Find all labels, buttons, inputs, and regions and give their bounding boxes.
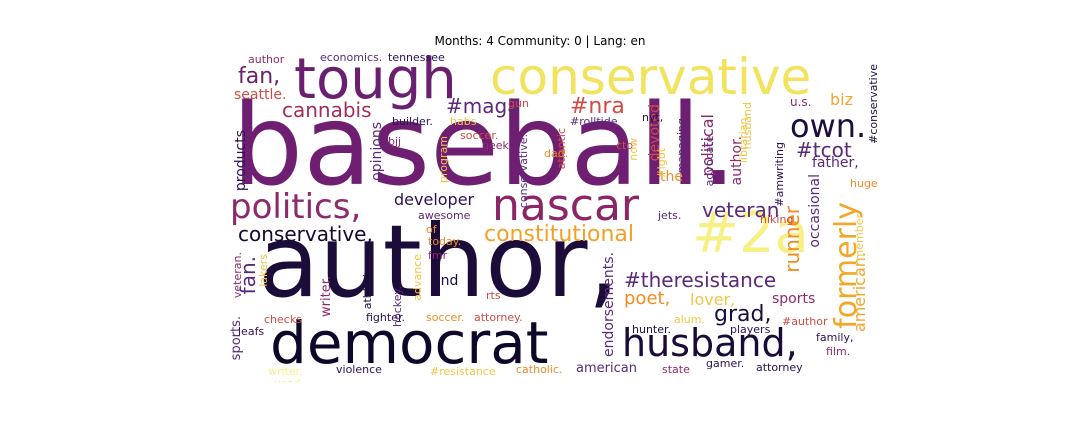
cloud-word: democrat bbox=[270, 309, 549, 377]
cloud-word: #tcot bbox=[796, 138, 852, 162]
cloud-word: program bbox=[437, 136, 450, 183]
cloud-word: lover, bbox=[690, 290, 736, 309]
cloud-word: author, bbox=[258, 203, 620, 320]
cloud-word: member bbox=[853, 214, 866, 261]
word-cloud: baseball. author, democrat tough conservativ… bbox=[230, 52, 880, 382]
cloud-word: economics. bbox=[320, 52, 383, 64]
cloud-word: conservative. bbox=[517, 134, 530, 209]
cloud-word: #rolltide bbox=[570, 115, 618, 128]
cloud-word: #author bbox=[782, 315, 828, 328]
cloud-word: ucad bbox=[274, 378, 301, 382]
cloud-word: today. bbox=[428, 235, 462, 248]
cloud-word: politics, bbox=[230, 187, 362, 227]
cloud-word: veteran. bbox=[231, 252, 244, 299]
cloud-word: products bbox=[233, 130, 249, 192]
cloud-word: fmr bbox=[428, 249, 448, 262]
cloud-word: attorney bbox=[756, 361, 803, 374]
cloud-word: baseball. bbox=[232, 81, 737, 211]
cloud-word: soccer. bbox=[460, 129, 499, 142]
cloud-word: advocate. bbox=[703, 132, 716, 187]
cloud-word: soccer. bbox=[426, 311, 465, 324]
cloud-word: awesome bbox=[418, 209, 471, 222]
cloud-word: violence bbox=[336, 363, 382, 376]
cloud-word: huge bbox=[850, 177, 878, 190]
cloud-word: gamer. bbox=[706, 357, 745, 370]
cloud-word: alum. bbox=[674, 313, 705, 326]
cloud-word: #resistance bbox=[430, 365, 496, 378]
cloud-word: husband, bbox=[622, 321, 798, 365]
cloud-word: the bbox=[660, 169, 683, 185]
chart-title: Months: 4 Community: 0 | Lang: en bbox=[434, 34, 646, 48]
cloud-word: grad, bbox=[714, 302, 772, 327]
cloud-word: cto bbox=[616, 139, 634, 152]
cloud-word: habs bbox=[450, 115, 477, 128]
cloud-word: opinions bbox=[369, 122, 385, 181]
cloud-word: endorsements. bbox=[601, 252, 617, 357]
cloud-word: writer. bbox=[319, 276, 334, 317]
cloud-word: father, bbox=[812, 155, 859, 171]
cloud-word: bjj bbox=[388, 135, 402, 148]
cloud-word: #conservative bbox=[867, 64, 880, 144]
cloud-word: attorney. bbox=[474, 311, 523, 324]
cloud-word: american. bbox=[850, 252, 869, 333]
cloud-word: #nra bbox=[570, 94, 625, 119]
cloud-word: conservative, bbox=[238, 222, 373, 246]
cloud-word: geek. bbox=[482, 139, 513, 152]
cloud-word: players bbox=[730, 323, 771, 336]
cloud-word: rts bbox=[486, 289, 501, 302]
cloud-word: lakers bbox=[257, 254, 270, 287]
cloud-word: and bbox=[432, 273, 459, 289]
cloud-word: veteran bbox=[702, 198, 780, 222]
cloud-word: nyt, bbox=[642, 111, 664, 124]
cloud-word: occasional bbox=[807, 174, 823, 248]
cloud-word: athletic bbox=[361, 268, 374, 310]
cloud-word: advance bbox=[411, 254, 424, 301]
cloud-word: checks bbox=[264, 313, 302, 326]
cloud-word: #theresistance bbox=[624, 268, 777, 292]
cloud-word: poet, bbox=[624, 288, 671, 309]
cloud-word: family, bbox=[816, 331, 854, 344]
cloud-word: conservative bbox=[490, 52, 812, 106]
cloud-word: state bbox=[662, 363, 690, 376]
cloud-word: biz bbox=[830, 90, 853, 109]
cloud-word: nascar bbox=[492, 180, 640, 231]
cloud-word: hunter. bbox=[632, 323, 672, 336]
cloud-word: fighter. bbox=[366, 311, 405, 324]
cloud-word: leafs bbox=[238, 325, 265, 338]
cloud-word: catholic. bbox=[516, 363, 563, 376]
cloud-word: cannabis bbox=[282, 98, 372, 122]
cloud-word: constitutional bbox=[484, 222, 635, 247]
cloud-word: sports bbox=[772, 291, 816, 307]
cloud-word: of bbox=[426, 223, 437, 236]
cloud-word: #amwriting bbox=[773, 142, 786, 207]
cloud-word: developer bbox=[394, 190, 475, 209]
cloud-word: dad. bbox=[544, 147, 569, 160]
cloud-word: #maga bbox=[446, 94, 520, 118]
cloud-word: gun bbox=[508, 97, 529, 110]
cloud-word: film. bbox=[826, 345, 851, 358]
cloud-word: jets. bbox=[658, 209, 682, 222]
cloud-word: u.s. bbox=[790, 95, 812, 109]
cloud-word: fan, bbox=[238, 64, 281, 89]
cloud-word: #2a bbox=[692, 201, 809, 266]
cloud-word: tough bbox=[294, 52, 457, 112]
cloud-word: author bbox=[248, 53, 285, 66]
cloud-word: sports. bbox=[230, 316, 244, 361]
cloud-word: hiking. bbox=[760, 213, 797, 226]
cloud-word: tennessee bbox=[388, 52, 445, 64]
cloud-word: writer. bbox=[268, 365, 303, 378]
cloud-word: seattle. bbox=[234, 87, 287, 103]
cloud-word: husband bbox=[741, 102, 754, 150]
cloud-word: american bbox=[576, 361, 637, 376]
cloud-word: managing bbox=[675, 118, 688, 174]
cloud-word: builder. bbox=[392, 115, 433, 128]
cloud-word: hockey. bbox=[391, 286, 404, 327]
cloud-word: now bbox=[627, 138, 640, 161]
cloud-word: #lgbt bbox=[655, 148, 668, 179]
cloud-word: own. bbox=[790, 107, 867, 145]
